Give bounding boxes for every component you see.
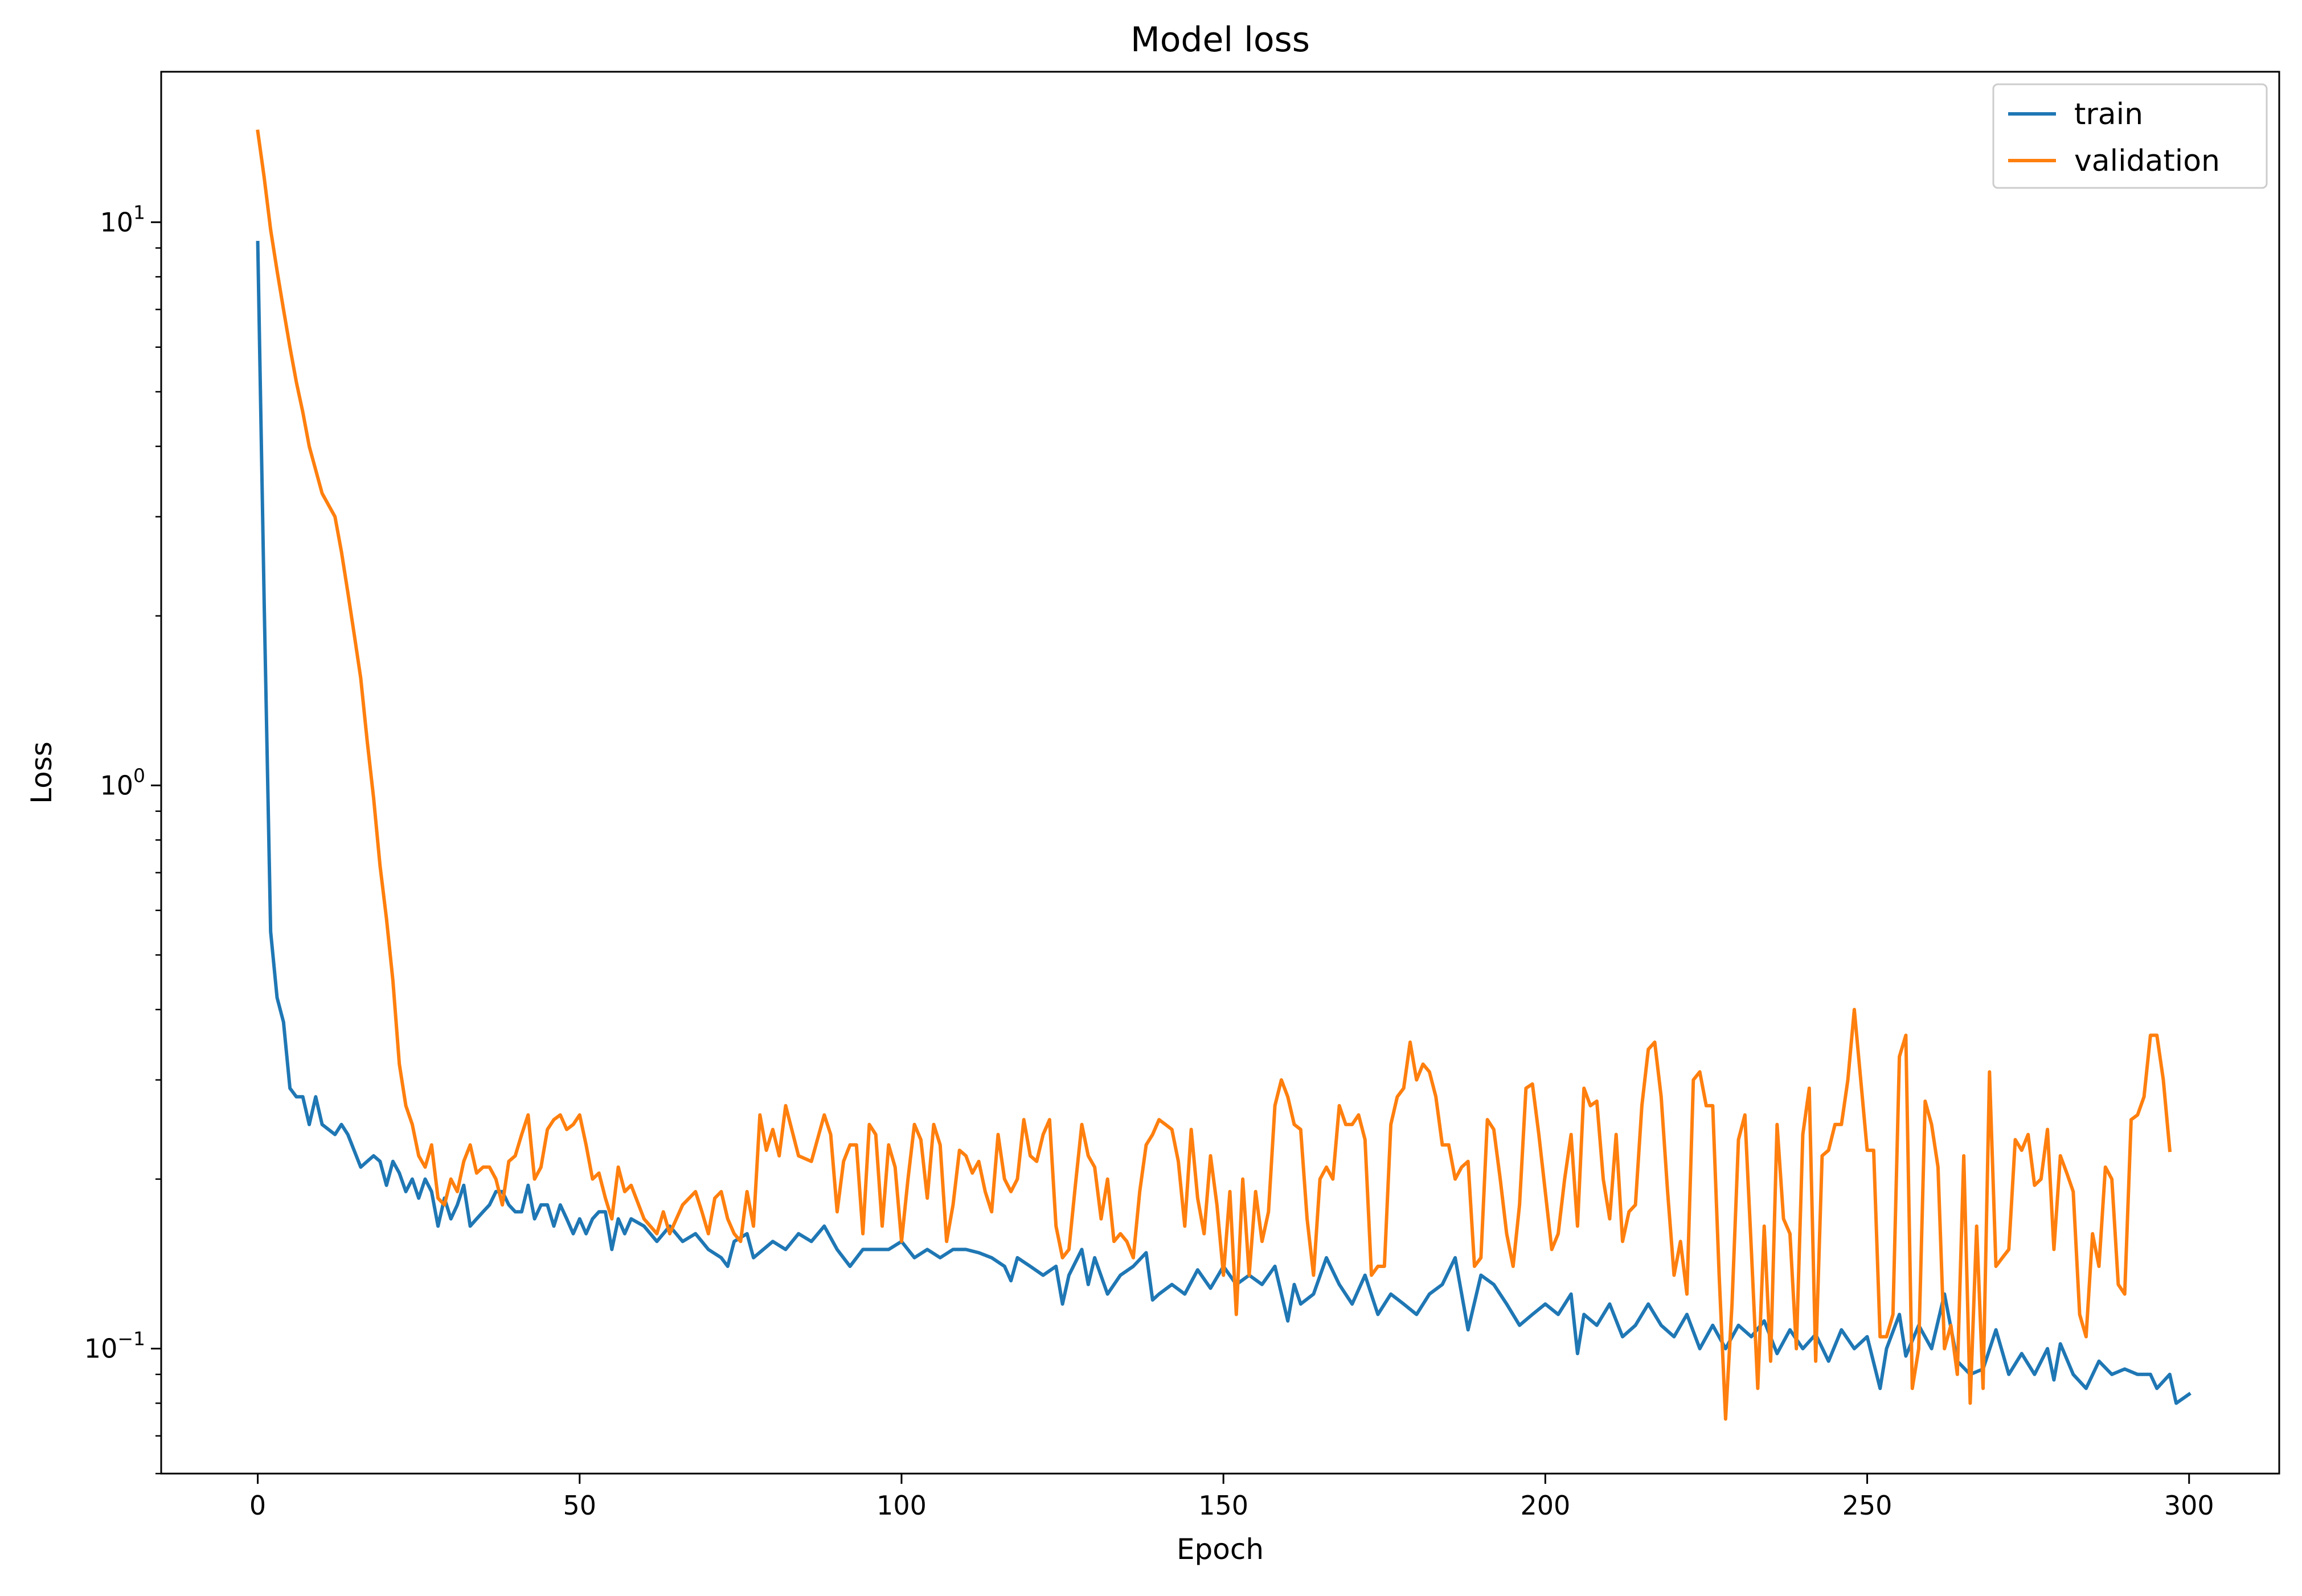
series-line-train [256, 241, 2192, 1405]
series-layer [256, 129, 2192, 1421]
legend: train validation [1992, 83, 2268, 189]
x-tick-label: 100 [876, 1490, 927, 1521]
y-tick-label: 10−1 [84, 1328, 145, 1364]
x-tick-label: 250 [1842, 1490, 1893, 1521]
x-tick-label: 0 [249, 1490, 266, 1521]
y-axis-label: Loss [25, 741, 58, 804]
x-tick-label: 300 [2164, 1490, 2214, 1521]
legend-label-validation: validation [2074, 144, 2220, 178]
legend-label-train: train [2074, 97, 2143, 132]
x-axis-ticks: 0 50 100 150 200 250 300 [249, 1474, 2214, 1521]
y-axis-ticks: 10−1 100 101 [84, 201, 161, 1475]
y-tick-label: 101 [100, 201, 145, 237]
x-tick-label: 200 [1520, 1490, 1570, 1521]
legend-box [1992, 83, 2268, 189]
y-tick-label: 100 [100, 764, 145, 801]
x-tick-label: 150 [1198, 1490, 1248, 1521]
x-tick-label: 50 [563, 1490, 596, 1521]
x-axis-label: Epoch [1177, 1533, 1264, 1566]
series-line-validation [256, 129, 2172, 1421]
plot-frame [160, 71, 2280, 1475]
chart-title: Model loss [1130, 20, 1310, 60]
